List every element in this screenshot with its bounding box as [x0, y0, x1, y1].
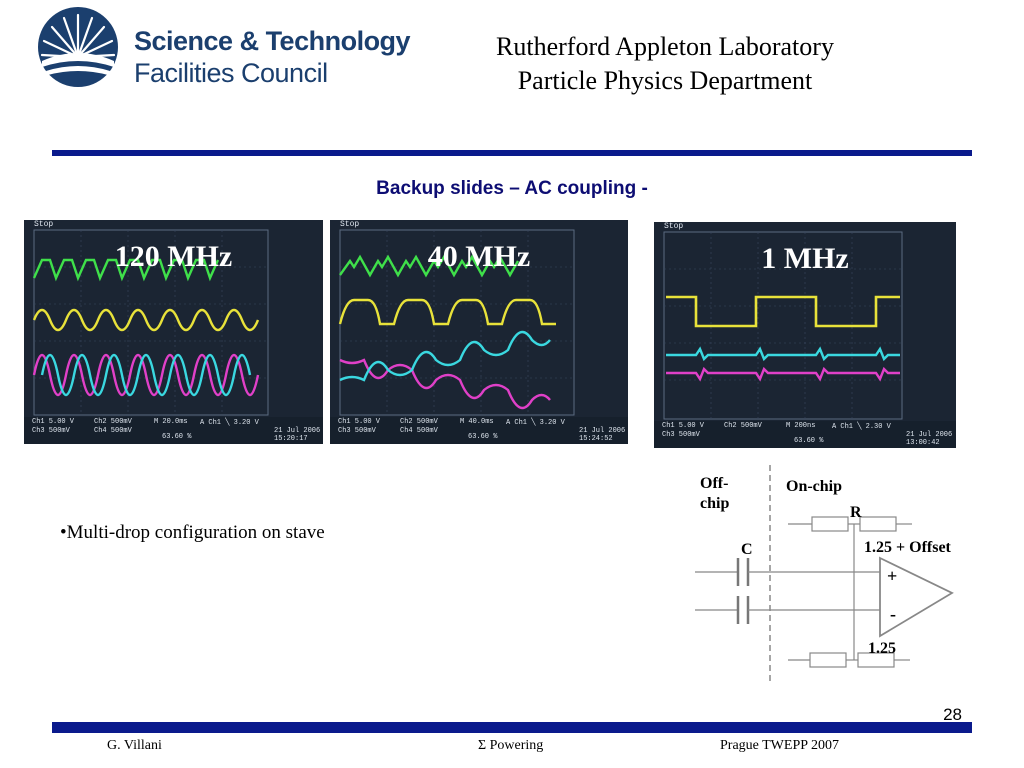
scope-ch3: Ch3 500mV	[662, 431, 700, 439]
scope-status: Stop	[340, 220, 360, 229]
scope-frequency-label: 40 MHz	[427, 240, 531, 273]
lab-title-line1: Rutherford Appleton Laboratory	[496, 32, 834, 61]
scope-frequency-label: 1 MHz	[761, 242, 849, 275]
scope-ch1: Ch1 5.00 V	[32, 418, 75, 426]
scope-time: 15:24:52	[579, 435, 613, 443]
scope-ch1: Ch1 5.00 V	[662, 422, 705, 430]
scope-screen-40mhz: Stop 40 MHz Ch1 5.00 V Ch2 500mV Ch3 500…	[330, 220, 628, 444]
scope-screen-1mhz: Stop 1 MHz Ch1 5.00 V Ch2 500mV Ch3 500m…	[654, 222, 956, 448]
scope-status: Stop	[34, 220, 54, 229]
scope-ch2: Ch2 500mV	[94, 418, 132, 426]
page-number: 28	[943, 705, 962, 724]
scope-timebase: M 20.0ms	[154, 418, 188, 426]
scope-time: 15:20:17	[274, 435, 308, 443]
label-capacitor: C	[741, 541, 753, 558]
lab-title-line2: Particle Physics Department	[517, 66, 813, 95]
scope-ch4: Ch4 500mV	[400, 427, 438, 435]
scope-ch3: Ch3 500mV	[338, 427, 376, 435]
scope-date: 21 Jul 2006	[274, 427, 321, 435]
scope-date: 21 Jul 2006	[579, 427, 626, 435]
scope-ch2: Ch2 500mV	[400, 418, 438, 426]
scope-time: 13:00:42	[906, 439, 940, 447]
org-name-line1: Science & Technology	[134, 26, 411, 56]
scope-screen-120mhz: Stop 120 MHz Ch1 5.00 V Ch2 500mV Ch3 50…	[24, 220, 323, 444]
stfc-logo-icon	[38, 7, 118, 87]
opamp-minus-sign: -	[890, 604, 896, 624]
scope-date: 21 Jul 2006	[906, 431, 953, 439]
scope-trigger: A Ch1 ╲ 3.20 V	[200, 419, 259, 427]
label-on-chip: On-chip	[786, 478, 843, 495]
org-name-line2: Facilities Council	[134, 58, 328, 88]
scope-trigger-percent: 63.60 %	[162, 433, 192, 441]
label-minus-input: 1.25	[868, 640, 896, 657]
scope-ch4: Ch4 500mV	[94, 427, 132, 435]
scope-status: Stop	[664, 222, 684, 231]
opamp-plus-sign: +	[887, 566, 898, 586]
label-plus-input: 1.25 + Offset	[864, 539, 951, 556]
scope-traces-40mhz	[330, 229, 628, 444]
scope-trigger-percent: 63.60 %	[794, 437, 824, 445]
top-divider	[52, 150, 972, 156]
footer-topic: Σ Powering	[478, 738, 544, 753]
scope-timebase: M 200ns	[786, 422, 816, 430]
footer-author: G. Villani	[107, 738, 162, 753]
slide-title: Backup slides – AC coupling -	[376, 178, 648, 199]
bottom-divider	[52, 722, 972, 733]
bullet-multi-drop: •Multi-drop configuration on stave	[60, 522, 325, 543]
footer-event: Prague TWEPP 2007	[720, 738, 839, 753]
scope-trigger-percent: 63.60 %	[468, 433, 498, 441]
lab-title: Rutherford Appleton Laboratory Particle …	[420, 30, 910, 98]
scope-traces-120mhz	[24, 229, 323, 444]
scope-timebase: M 40.0ms	[460, 418, 494, 426]
scope-ch2: Ch2 500mV	[724, 422, 762, 430]
ac-coupling-circuit: Off- chip On-chip R C 1.25 + Offset + - …	[690, 460, 990, 690]
circuit-schematic	[695, 465, 954, 682]
scope-trigger: A Ch1 ╲ 3.20 V	[506, 419, 565, 427]
label-resistor: R	[850, 504, 862, 521]
scope-traces-1mhz	[654, 231, 956, 448]
label-off-chip: Off- chip	[700, 475, 730, 512]
scope-frequency-label: 120 MHz	[114, 240, 233, 273]
scope-trigger: A Ch1 ╲ 2.30 V	[832, 423, 891, 431]
scope-ch1: Ch1 5.00 V	[338, 418, 381, 426]
scope-ch3: Ch3 500mV	[32, 427, 70, 435]
